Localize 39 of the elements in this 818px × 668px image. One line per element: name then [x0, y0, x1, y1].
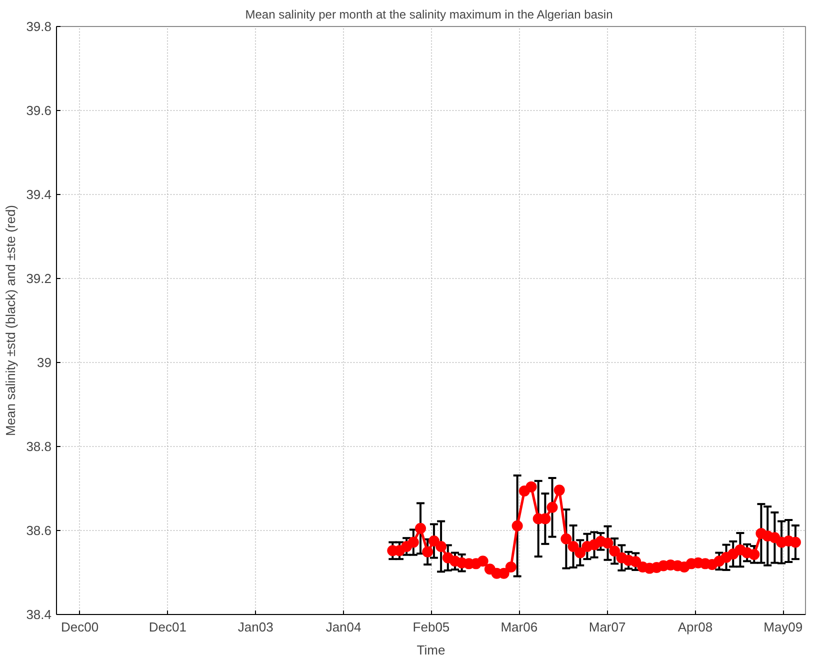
- x-tick-label: Mar07: [588, 620, 626, 634]
- y-tick-label: 38.4: [26, 607, 52, 622]
- chart-title: Mean salinity per month at the salinity maximum in the Algerian basin: [245, 8, 613, 22]
- y-tick-label: 38.8: [26, 439, 52, 454]
- x-tick-label: Mar06: [500, 620, 538, 634]
- point: [436, 540, 447, 552]
- y-tick-label: 39: [37, 355, 52, 370]
- point: [554, 484, 565, 496]
- x-tick-label: Dec01: [148, 620, 186, 634]
- x-tick-label: Jan04: [326, 620, 362, 634]
- point: [609, 546, 620, 557]
- point: [422, 546, 434, 558]
- point: [560, 533, 572, 544]
- point: [630, 556, 642, 568]
- point: [477, 556, 488, 567]
- point: [512, 520, 523, 532]
- point: [546, 502, 558, 513]
- point: [414, 522, 426, 534]
- point: [408, 536, 419, 548]
- y-tick-label: 39.8: [26, 19, 52, 34]
- point: [428, 536, 440, 546]
- point: [526, 481, 537, 492]
- y-tick-label: 39.2: [26, 271, 52, 286]
- x-axis-title: Time: [416, 642, 446, 658]
- x-tick-label: Feb05: [412, 620, 450, 634]
- x-tick-label: Jan03: [238, 620, 274, 634]
- point: [574, 547, 586, 558]
- y-tick-label: 38.6: [26, 523, 52, 538]
- point: [505, 562, 516, 573]
- y-tick-label: 39.4: [26, 187, 52, 202]
- y-tick-label: 39.6: [26, 103, 52, 118]
- x-tick-label: Dec00: [61, 620, 99, 634]
- x-tick-label: May09: [764, 620, 803, 634]
- y-axis-title: Mean salinity ±std (black) and ±ste (red): [3, 204, 18, 436]
- point: [568, 540, 579, 552]
- point: [602, 538, 614, 549]
- x-tick-label: Apr08: [678, 620, 713, 634]
- point: [748, 548, 760, 560]
- point: [790, 536, 801, 548]
